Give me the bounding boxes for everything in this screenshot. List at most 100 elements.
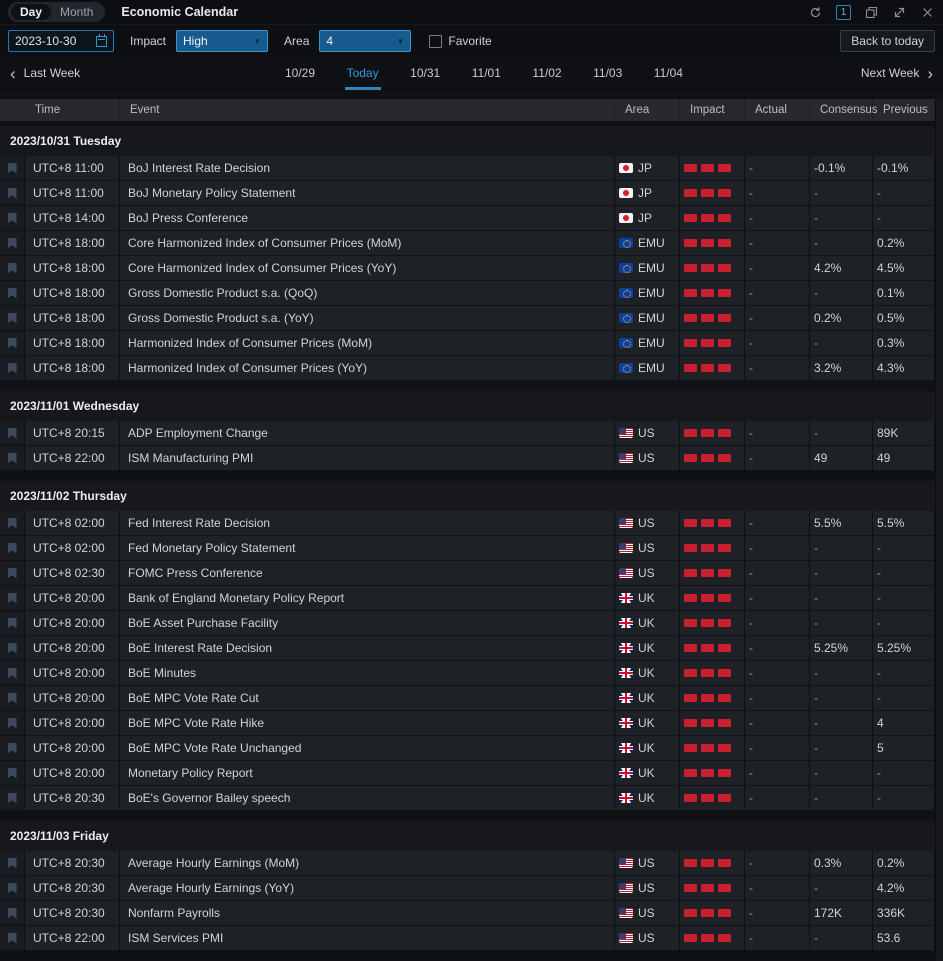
day-tab-5[interactable]: 11/03 <box>593 66 623 80</box>
event-row[interactable]: UTC+8 20:00 BoE MPC Vote Rate Hike UK - … <box>0 711 935 736</box>
impact-bar <box>684 189 697 197</box>
bookmark-icon[interactable] <box>7 452 17 464</box>
event-row[interactable]: UTC+8 02:00 Fed Monetary Policy Statemen… <box>0 536 935 561</box>
day-tab-4[interactable]: 11/02 <box>532 66 562 80</box>
event-row[interactable]: UTC+8 20:00 Bank of England Monetary Pol… <box>0 586 935 611</box>
row-consensus: -0.1% <box>814 161 846 175</box>
bookmark-icon[interactable] <box>7 932 17 944</box>
day-tab-3[interactable]: 11/01 <box>471 66 501 80</box>
row-consensus: 3.2% <box>814 361 842 375</box>
refresh-icon[interactable] <box>808 5 823 20</box>
bookmark-icon[interactable] <box>7 642 17 654</box>
row-time: UTC+8 20:15 <box>33 426 105 440</box>
event-row[interactable]: UTC+8 18:00 Gross Domestic Product s.a. … <box>0 306 935 331</box>
impact-bars <box>680 561 745 585</box>
header-impact: Impact <box>680 99 745 121</box>
event-row[interactable]: UTC+8 20:15 ADP Employment Change US - -… <box>0 421 935 446</box>
event-row[interactable]: UTC+8 02:00 Fed Interest Rate Decision U… <box>0 511 935 536</box>
page-title: Economic Calendar <box>121 5 239 19</box>
scrollbar[interactable] <box>935 99 943 961</box>
day-tab-6[interactable]: 11/04 <box>653 66 683 80</box>
favorite-filter[interactable]: Favorite <box>429 34 492 48</box>
event-row[interactable]: UTC+8 11:00 BoJ Monetary Policy Statemen… <box>0 181 935 206</box>
bookmark-icon[interactable] <box>7 882 17 894</box>
bookmark-icon[interactable] <box>7 567 17 579</box>
favorite-checkbox[interactable] <box>429 34 443 48</box>
impact-bar <box>701 519 714 527</box>
event-row[interactable]: UTC+8 20:00 BoE Asset Purchase Facility … <box>0 611 935 636</box>
area-select[interactable]: 4 ▼ <box>319 30 412 52</box>
day-tab-2[interactable]: 10/31 <box>410 66 441 80</box>
bookmark-icon[interactable] <box>7 617 17 629</box>
bookmark-icon[interactable] <box>7 857 17 869</box>
window-count-badge[interactable]: 1 <box>836 4 851 20</box>
impact-bar <box>684 164 697 172</box>
event-row[interactable]: UTC+8 18:00 Harmonized Index of Consumer… <box>0 356 935 381</box>
event-row[interactable]: UTC+8 20:30 Nonfarm Payrolls US - 172K 3… <box>0 901 935 926</box>
event-row[interactable]: UTC+8 22:00 ISM Manufacturing PMI US - 4… <box>0 446 935 471</box>
event-row[interactable]: UTC+8 20:00 Monetary Policy Report UK - … <box>0 761 935 786</box>
row-consensus: 5.25% <box>814 641 849 655</box>
event-row[interactable]: UTC+8 20:30 BoE's Governor Bailey speech… <box>0 786 935 811</box>
event-row[interactable]: UTC+8 18:00 Harmonized Index of Consumer… <box>0 331 935 356</box>
impact-bars <box>680 446 745 470</box>
bookmark-icon[interactable] <box>7 262 17 274</box>
event-row[interactable]: UTC+8 22:00 ISM Services PMI US - - 53.6 <box>0 926 935 951</box>
bookmark-icon[interactable] <box>7 427 17 439</box>
restore-icon[interactable] <box>864 5 879 20</box>
day-tab-today[interactable]: Today <box>344 57 381 90</box>
event-row[interactable]: UTC+8 18:00 Gross Domestic Product s.a. … <box>0 281 935 306</box>
bookmark-icon[interactable] <box>7 287 17 299</box>
tab-day[interactable]: Day <box>11 4 52 20</box>
bookmark-icon[interactable] <box>7 312 17 324</box>
event-row[interactable]: UTC+8 20:30 Average Hourly Earnings (MoM… <box>0 851 935 876</box>
bookmark-icon[interactable] <box>7 542 17 554</box>
event-row[interactable]: UTC+8 02:30 FOMC Press Conference US - -… <box>0 561 935 586</box>
bookmark-icon[interactable] <box>7 907 17 919</box>
bookmark-icon[interactable] <box>7 362 17 374</box>
bookmark-icon[interactable] <box>7 237 17 249</box>
tab-month[interactable]: Month <box>60 5 94 19</box>
area-flag-icon <box>619 453 633 463</box>
bookmark-icon[interactable] <box>7 767 17 779</box>
area-flag-icon <box>619 743 633 753</box>
impact-bars <box>680 761 745 785</box>
bookmark-icon[interactable] <box>7 692 17 704</box>
bookmark-icon[interactable] <box>7 792 17 804</box>
event-row[interactable]: UTC+8 20:00 BoE MPC Vote Rate Unchanged … <box>0 736 935 761</box>
bookmark-icon[interactable] <box>7 517 17 529</box>
impact-select[interactable]: High ▼ <box>176 30 269 52</box>
event-row[interactable]: UTC+8 18:00 Core Harmonized Index of Con… <box>0 231 935 256</box>
bookmark-icon[interactable] <box>7 162 17 174</box>
last-week-button[interactable]: ‹ Last Week <box>10 65 80 82</box>
row-actual: - <box>749 766 753 780</box>
date-picker-input[interactable]: 2023-10-30 <box>8 30 114 52</box>
row-actual: - <box>749 186 753 200</box>
bookmark-icon[interactable] <box>7 212 17 224</box>
next-week-button[interactable]: Next Week › <box>861 65 933 82</box>
bookmark-icon[interactable] <box>7 592 17 604</box>
row-event: FOMC Press Conference <box>128 566 263 580</box>
event-row[interactable]: UTC+8 18:00 Core Harmonized Index of Con… <box>0 256 935 281</box>
event-row[interactable]: UTC+8 14:00 BoJ Press Conference JP - - … <box>0 206 935 231</box>
event-row[interactable]: UTC+8 20:00 BoE Interest Rate Decision U… <box>0 636 935 661</box>
row-previous: 336K <box>877 906 906 920</box>
row-previous: - <box>877 616 881 630</box>
event-row[interactable]: UTC+8 20:00 BoE MPC Vote Rate Cut UK - -… <box>0 686 935 711</box>
area-code: UK <box>638 741 655 755</box>
row-actual: - <box>749 791 753 805</box>
event-row[interactable]: UTC+8 20:00 BoE Minutes UK - - - <box>0 661 935 686</box>
expand-icon[interactable] <box>892 5 907 20</box>
row-time: UTC+8 20:30 <box>33 881 105 895</box>
day-tab-0[interactable]: 10/29 <box>285 66 316 80</box>
bookmark-icon[interactable] <box>7 187 17 199</box>
back-to-today-button[interactable]: Back to today <box>840 30 935 52</box>
bookmark-icon[interactable] <box>7 742 17 754</box>
event-row[interactable]: UTC+8 20:30 Average Hourly Earnings (YoY… <box>0 876 935 901</box>
bookmark-icon[interactable] <box>7 667 17 679</box>
bookmark-icon[interactable] <box>7 717 17 729</box>
event-row[interactable]: UTC+8 11:00 BoJ Interest Rate Decision J… <box>0 156 935 181</box>
bookmark-icon[interactable] <box>7 337 17 349</box>
close-icon[interactable] <box>920 5 935 20</box>
impact-bar <box>701 454 714 462</box>
